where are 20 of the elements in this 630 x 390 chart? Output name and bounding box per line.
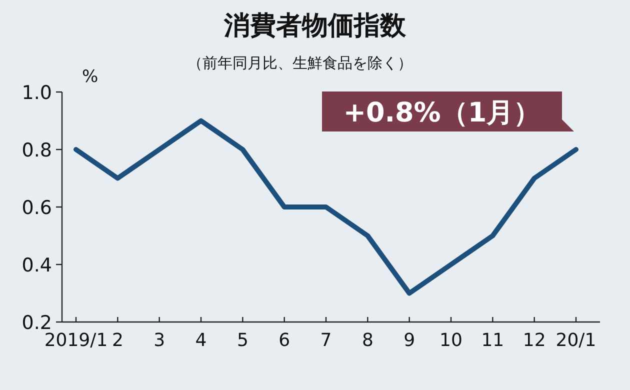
y-tick-label: 0.4 bbox=[22, 254, 52, 276]
chart-subtitle: （前年同月比、生鮮食品を除く） bbox=[188, 54, 412, 72]
annotation: +0.8%（1月） bbox=[343, 98, 541, 128]
x-tick-label: 3 bbox=[154, 330, 166, 351]
x-tick-label: 20/1 bbox=[556, 330, 596, 351]
x-tick-label: 5 bbox=[236, 330, 248, 351]
x-tick-label: 10 bbox=[440, 330, 462, 351]
x-tick-label: 2 bbox=[112, 330, 124, 351]
y-tick-label: 1.0 bbox=[22, 82, 52, 104]
x-tick-label: 4 bbox=[195, 330, 207, 351]
x-tick-label: 11 bbox=[481, 330, 504, 351]
y-tick-label: 0.8 bbox=[22, 140, 52, 162]
x-tick-label: 8 bbox=[362, 330, 374, 351]
x-tick-label: 7 bbox=[320, 330, 332, 351]
y-tick-label: 0.6 bbox=[22, 197, 52, 219]
x-tick-label: 6 bbox=[278, 330, 290, 351]
y-axis-title: % bbox=[82, 67, 98, 87]
x-tick-label: 12 bbox=[522, 330, 546, 351]
chart-title: 消費者物価指数 bbox=[223, 11, 407, 41]
x-tick-label: 9 bbox=[404, 330, 416, 351]
